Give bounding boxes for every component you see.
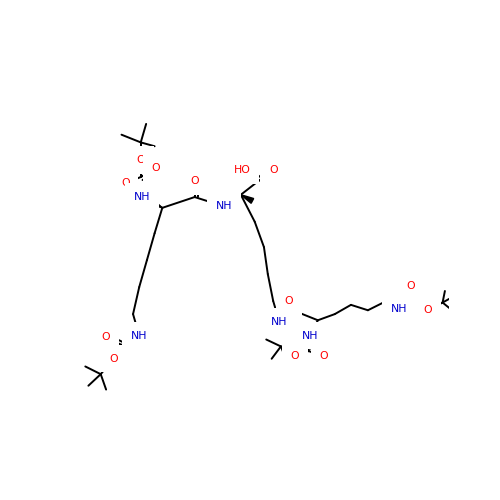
Text: O: O (110, 354, 118, 364)
Text: O: O (102, 332, 110, 342)
Text: O: O (121, 178, 130, 188)
Text: HO: HO (234, 165, 251, 175)
Text: O: O (152, 163, 160, 173)
Text: O: O (320, 352, 328, 362)
Text: O: O (424, 305, 432, 316)
Text: NH: NH (271, 317, 287, 327)
Polygon shape (150, 198, 162, 208)
Text: NH: NH (390, 304, 407, 314)
Text: NH: NH (131, 330, 148, 340)
Text: NH: NH (216, 202, 232, 211)
Text: O: O (290, 352, 299, 362)
Text: NH: NH (134, 192, 150, 202)
Text: O: O (190, 176, 199, 186)
Polygon shape (241, 194, 254, 203)
Text: O: O (284, 296, 293, 306)
Text: O: O (406, 282, 414, 292)
Polygon shape (290, 304, 298, 312)
Text: O: O (136, 155, 145, 165)
Text: NH: NH (302, 330, 318, 340)
Text: O: O (269, 165, 278, 175)
